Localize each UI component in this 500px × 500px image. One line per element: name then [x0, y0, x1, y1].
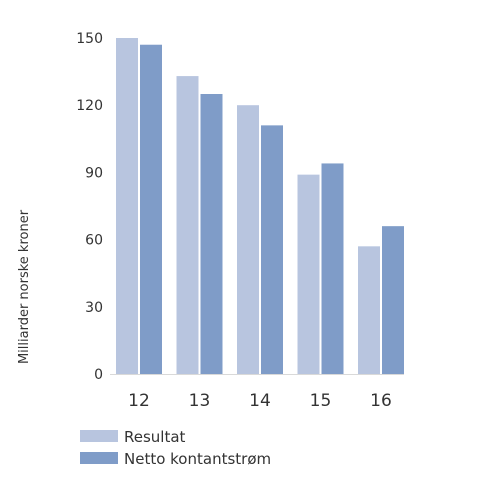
x-tick-label: 16 [370, 391, 392, 411]
x-axis-ticks: 12 13 14 15 16 [128, 391, 392, 411]
legend-label: Netto kontantstrøm [124, 450, 271, 468]
bar-resultat-14 [237, 105, 259, 374]
bar-resultat-15 [297, 174, 320, 374]
x-tick-label: 14 [249, 391, 271, 411]
legend-swatch [80, 430, 118, 442]
x-tick-label: 12 [128, 391, 150, 411]
y-tick-label: 30 [85, 300, 103, 316]
bar-netto-kontantstrom-16 [382, 226, 404, 374]
bars [110, 38, 404, 375]
y-tick-label: 0 [94, 367, 103, 383]
bar-netto-kontantstrom-15 [321, 163, 344, 374]
legend-label: Resultat [124, 428, 186, 446]
legend: Resultat Netto kontantstrøm [80, 428, 271, 468]
y-tick-label: 60 [85, 233, 103, 249]
bar-netto-kontantstrom-14 [261, 125, 283, 374]
legend-swatch [80, 452, 118, 464]
x-tick-label: 15 [310, 391, 332, 411]
y-tick-label: 150 [76, 31, 103, 47]
bar-resultat-12 [116, 38, 138, 374]
y-axis-title: Milliarder norske kroner [17, 209, 32, 364]
y-tick-label: 120 [76, 98, 103, 114]
bar-resultat-13 [176, 76, 199, 374]
bar-netto-kontantstrom-13 [200, 94, 223, 374]
x-tick-label: 13 [189, 391, 211, 411]
y-axis-ticks: 0 30 60 90 120 150 [76, 31, 103, 383]
bar-netto-kontantstrom-12 [140, 44, 162, 374]
y-tick-label: 90 [85, 165, 103, 181]
bar-resultat-16 [358, 246, 380, 374]
